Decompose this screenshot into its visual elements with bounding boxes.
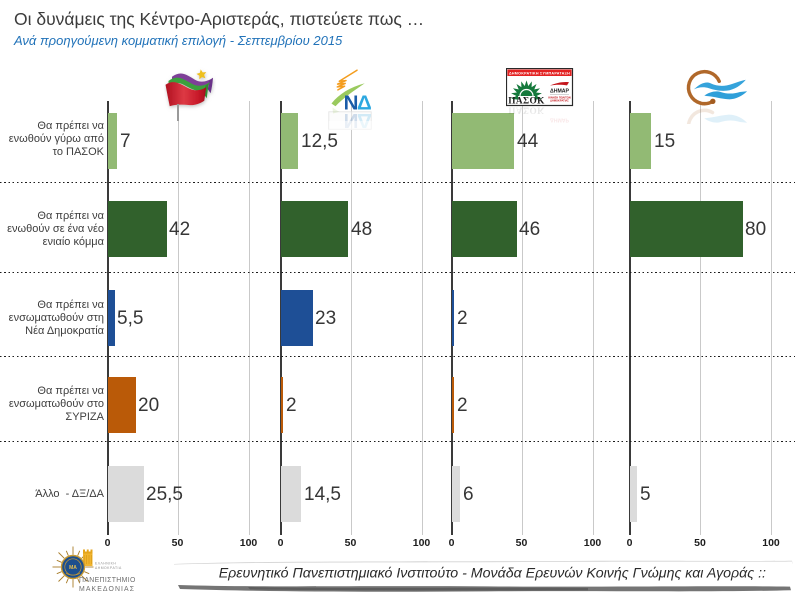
svg-text:Ν: Ν: [344, 91, 359, 114]
svg-text:ΔΗΜΟΚΡΑΤΙΑ: ΔΗΜΟΚΡΑΤΙΑ: [95, 566, 122, 570]
svg-text:ΠΑΝΕΠΙΣΤΗΜΙΟ: ΠΑΝΕΠΙΣΤΗΜΙΟ: [79, 577, 136, 584]
svg-text:ΔΗΜΟΚΡΑΤΙΚΗ ΣΥΜΠΑΡΑΤΑΞΗ: ΔΗΜΟΚΡΑΤΙΚΗ ΣΥΜΠΑΡΑΤΑΞΗ: [509, 71, 570, 75]
svg-text:ΠΑΣΟΚ: ΠΑΣΟΚ: [508, 97, 545, 107]
svg-text:ΔΗΜΑΡ: ΔΗΜΑΡ: [550, 117, 570, 123]
svg-text:ΚΙΝΗΣΗ ΠΟΛΙΤΩΝ: ΚΙΝΗΣΗ ΠΟΛΙΤΩΝ: [548, 95, 570, 99]
svg-text:Δ: Δ: [357, 91, 372, 114]
svg-text:Ερευνητικό Πανεπιστημιακό Ινστ: Ερευνητικό Πανεπιστημιακό Ινστιτούτο - Μ…: [219, 566, 766, 582]
svg-text:ΔΗΜΑΡ: ΔΗΜΑΡ: [550, 88, 570, 94]
svg-text:ΜΑ: ΜΑ: [69, 565, 77, 571]
svg-text:ΔΗΜΟΚΡΑΤΙΑΣ: ΔΗΜΟΚΡΑΤΙΑΣ: [550, 98, 569, 102]
svg-text:ΜΑΚΕΔΟΝΙΑΣ: ΜΑΚΕΔΟΝΙΑΣ: [79, 586, 135, 593]
svg-text:ΠΑΣΟΚ: ΠΑΣΟΚ: [508, 104, 545, 114]
svg-text:ΕΛΛΗΝΙΚΗ: ΕΛΛΗΝΙΚΗ: [95, 562, 116, 566]
